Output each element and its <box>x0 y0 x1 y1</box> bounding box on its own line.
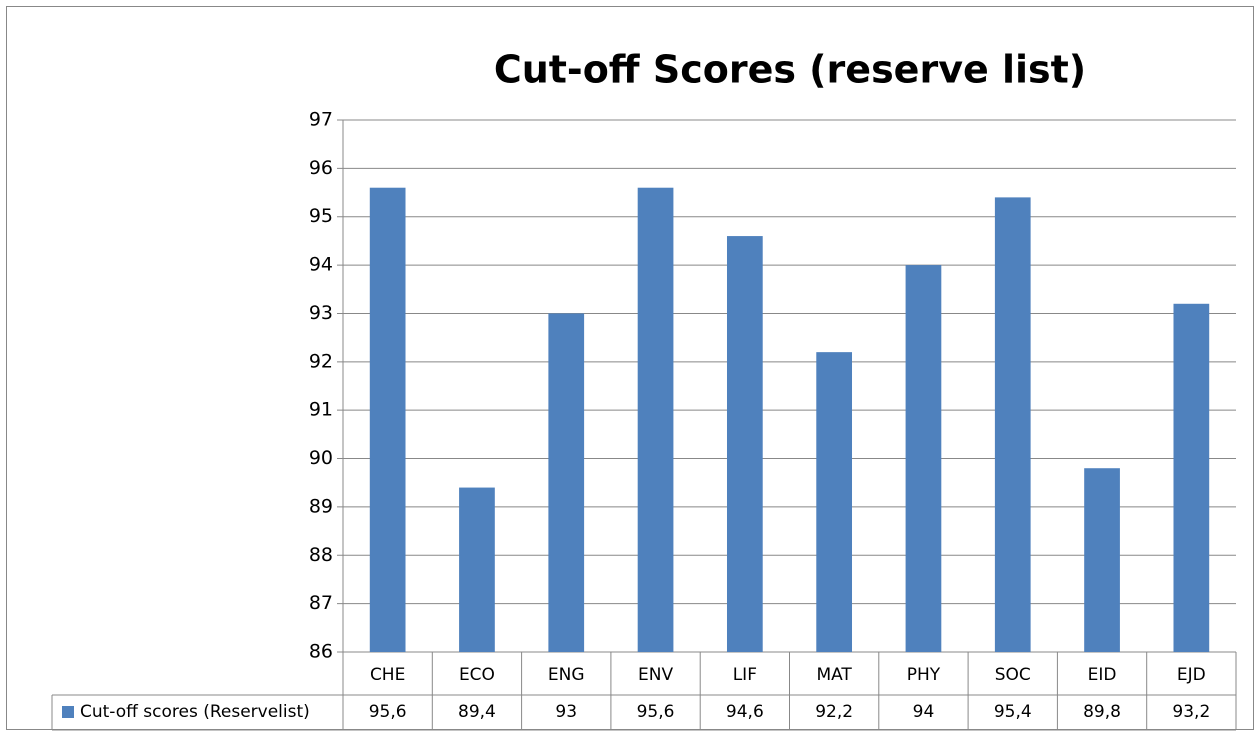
table-value: 89,8 <box>1083 702 1121 722</box>
bar <box>548 313 585 652</box>
y-tick-label: 89 <box>309 495 333 517</box>
y-tick-label: 93 <box>309 302 333 324</box>
y-tick-label: 96 <box>309 157 333 179</box>
chart-title: Cut-off Scores (reserve list) <box>494 48 1086 92</box>
y-tick-label: 97 <box>309 109 333 131</box>
table-value: 92,2 <box>815 702 853 722</box>
bar <box>816 352 853 652</box>
table-value: 89,4 <box>458 702 496 722</box>
table-value: 93,2 <box>1172 702 1210 722</box>
legend-label: Cut-off scores (Reservelist) <box>80 702 310 722</box>
x-tick-label: MAT <box>816 665 852 685</box>
table-value: 95,6 <box>369 702 407 722</box>
chart-border <box>6 6 1254 730</box>
x-tick-label: EJD <box>1177 665 1206 685</box>
table-value: 94,6 <box>726 702 764 722</box>
x-tick-label: LIF <box>733 665 757 685</box>
table-value: 95,6 <box>637 702 675 722</box>
table-value: 95,4 <box>994 702 1032 722</box>
bar <box>905 265 942 652</box>
y-tick-label: 88 <box>309 544 333 566</box>
y-tick-label: 95 <box>309 205 333 227</box>
bar <box>726 236 763 652</box>
y-tick-label: 86 <box>309 641 333 663</box>
bar <box>1173 303 1210 652</box>
bar <box>369 187 406 652</box>
x-tick-label: ECO <box>459 665 495 685</box>
y-tick-label: 87 <box>309 592 333 614</box>
y-tick-label: 92 <box>309 350 333 372</box>
y-tick-label: 91 <box>309 399 333 421</box>
x-tick-label: ENV <box>638 665 673 685</box>
bar <box>994 197 1031 652</box>
x-tick-label: PHY <box>907 665 941 685</box>
bar <box>637 187 674 652</box>
x-tick-label: CHE <box>370 665 405 685</box>
table-value: 93 <box>555 702 577 722</box>
x-tick-label: ENG <box>548 665 585 685</box>
bar <box>459 487 495 652</box>
bar <box>1084 468 1120 652</box>
y-tick-label: 90 <box>309 447 333 469</box>
x-tick-label: EID <box>1088 665 1117 685</box>
x-tick-label: SOC <box>995 665 1031 685</box>
y-tick-label: 94 <box>309 254 333 276</box>
legend-swatch <box>62 706 74 718</box>
table-value: 94 <box>913 702 935 722</box>
